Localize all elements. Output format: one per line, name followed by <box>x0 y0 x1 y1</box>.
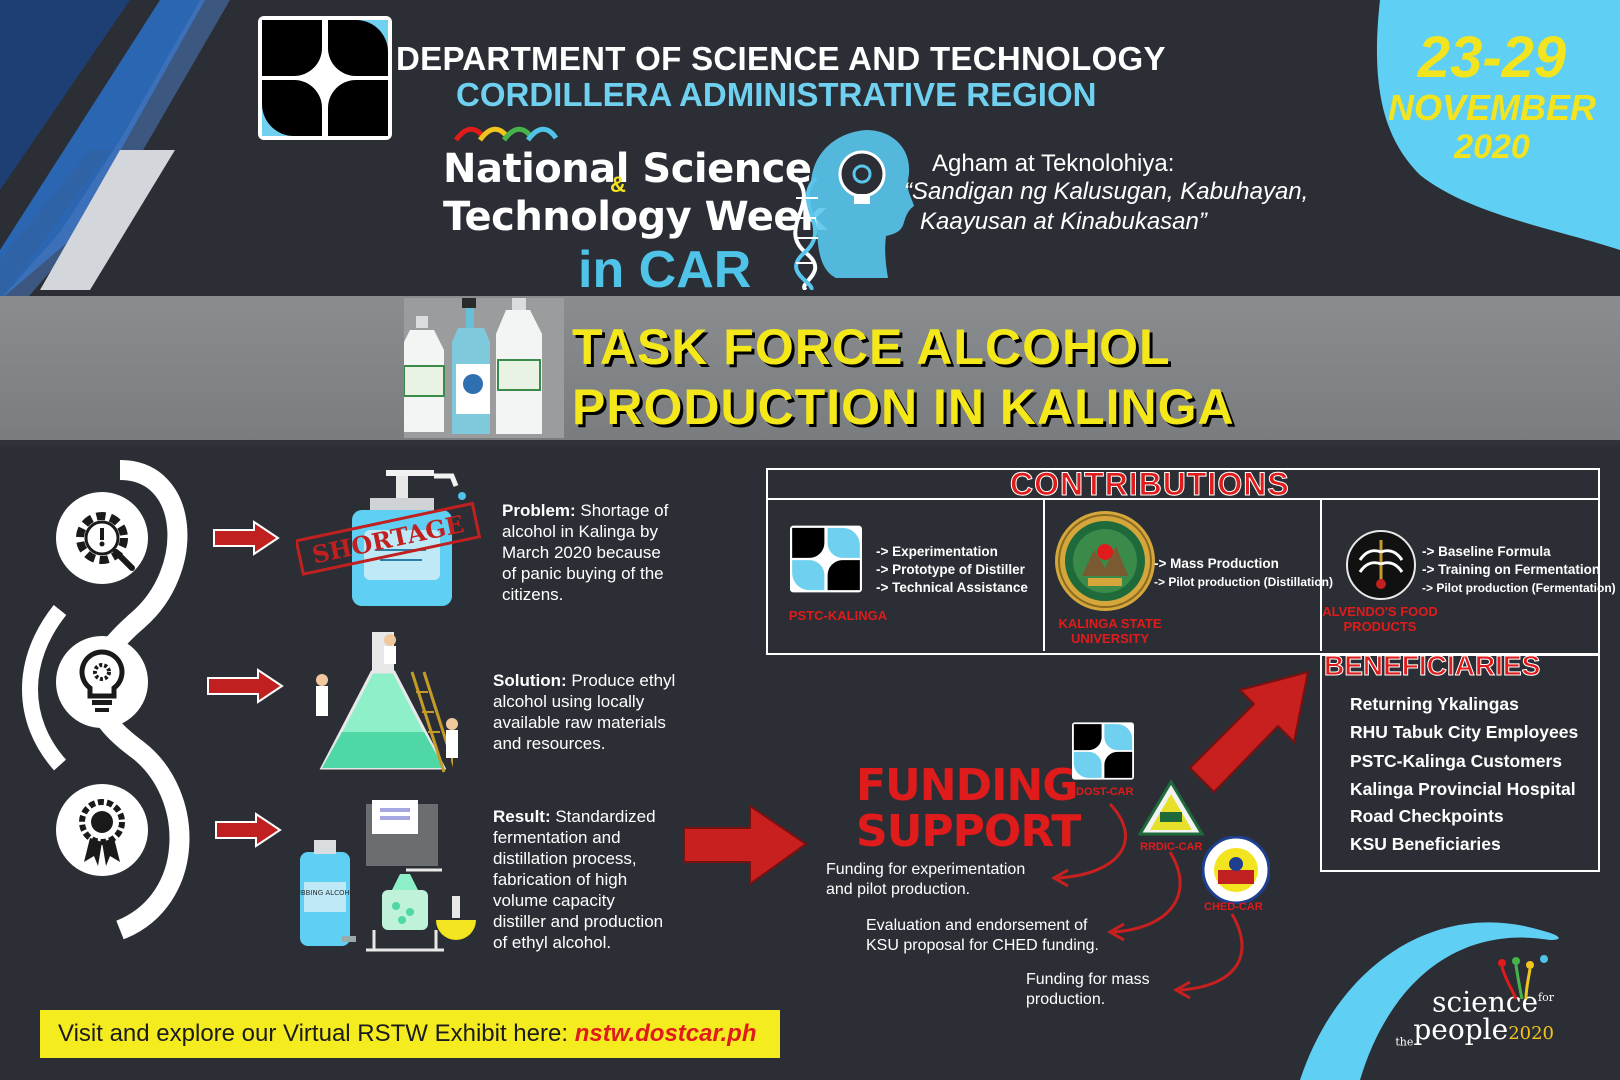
banner-title-2: PRODUCTION IN KALINGA <box>572 379 1235 435</box>
contributions-divider <box>766 498 1600 500</box>
beneficiaries-title: BENEFICIARIES <box>1323 650 1541 682</box>
big-arrow-up-right-icon <box>1188 670 1310 794</box>
brand-the: the <box>1395 1035 1414 1049</box>
distillation-equipment-image: RUBBING ALCOHOL <box>296 800 476 952</box>
problem-description: Problem: Shortage of alcohol in Kalinga … <box>502 500 670 605</box>
funding-note-ched: Funding for mass production. <box>1026 971 1150 1008</box>
result-label: Result: <box>493 807 551 826</box>
contributions-divider <box>1320 500 1322 651</box>
visit-banner <box>40 1010 780 1058</box>
date-days: 23-29 <box>1417 25 1567 90</box>
brand-people: people <box>1413 1013 1509 1047</box>
beneficiary-item: Returning Ykalingas <box>1350 694 1519 714</box>
ksu-seal-logo <box>1055 511 1155 611</box>
rubbing-alcohol-label: RUBBING ALCOHOL <box>296 889 359 897</box>
funding-title-1: FUNDING <box>856 760 1078 811</box>
visit-url-link[interactable]: nstw.dostcar.ph <box>574 1020 757 1047</box>
award-ribbon-icon <box>56 784 148 876</box>
result-text: Standardized fermentation and distillati… <box>493 807 664 952</box>
theme-label: Agham at Teknolohiya: <box>932 150 1175 177</box>
theme-line-1: “Sandigan ng Kalusugan, Kabuhayan, <box>904 178 1309 205</box>
beneficiaries-box <box>1320 654 1600 872</box>
ched-car-seal <box>1202 836 1270 904</box>
solution-label: Solution: <box>493 671 567 690</box>
arrow-right-icon <box>215 812 282 848</box>
brand-for: for <box>1538 991 1554 1004</box>
alvendos-logo <box>1346 530 1416 600</box>
pstc-kalinga-logo <box>790 525 862 593</box>
solution-description: Solution: Produce ethyl alcohol using lo… <box>493 670 683 754</box>
org-name: DEPARTMENT OF SCIENCE AND TECHNOLOGY <box>396 40 1166 77</box>
beneficiary-item: RHU Tabuk City Employees <box>1350 722 1579 742</box>
org-region: CORDILLERA ADMINISTRATIVE REGION <box>456 76 1097 113</box>
solution-text: Produce ethyl alcohol using locally avai… <box>493 671 676 753</box>
partner-1-item: -> Prototype of Distiller <box>876 562 1025 577</box>
funding-note-dost: Funding for experimentation and pilot pr… <box>826 861 1026 898</box>
partner-1-item: -> Experimentation <box>876 544 998 559</box>
partner-2-item: -> Mass Production <box>1154 556 1279 571</box>
funder-dost-car: DOST-CAR <box>1076 786 1134 798</box>
rrdic-car-logo <box>1138 780 1204 836</box>
nstw-wave-logo <box>454 126 559 142</box>
contributions-box <box>766 468 1600 655</box>
funding-note-rrdic: Evaluation and endorsement of KSU propos… <box>866 917 1099 954</box>
partner-1-name: PSTC-KALINGA <box>788 608 888 623</box>
nstw-title-2: Technology Week <box>443 194 827 240</box>
partner-1-contributions: -> Experimentation -> Prototype of Disti… <box>876 543 1028 597</box>
dost-car-logo <box>1072 722 1134 780</box>
partner-3-item: -> Baseline Formula <box>1422 544 1551 559</box>
event-date: 23-29 NOVEMBER 2020 <box>1382 25 1602 167</box>
contributions-divider <box>1043 500 1045 651</box>
problem-label: Problem: <box>502 501 576 520</box>
funding-flow-arrows <box>1050 802 1244 1000</box>
partner-3-item: -> Pilot production (Fermentation) <box>1422 581 1616 595</box>
flask-scientists-image <box>316 632 458 776</box>
dost-logo <box>258 16 392 140</box>
shortage-sanitizer-image: SHORTAGE <box>296 470 482 606</box>
partner-2-name: KALINGA STATE UNIVERSITY <box>1058 616 1162 646</box>
contributions-title: CONTRIBUTIONS <box>1010 466 1290 503</box>
date-year: 2020 <box>1454 128 1530 166</box>
big-arrow-right-icon <box>683 804 808 886</box>
gear-wrench-icon <box>56 492 148 584</box>
beneficiary-item: Kalinga Provincial Hospital <box>1350 779 1576 799</box>
nstw-title-1: National Science <box>443 146 812 192</box>
nstw-ampersand: & <box>610 172 626 197</box>
beneficiary-item: KSU Beneficiaries <box>1350 834 1501 854</box>
arrow-right-icon <box>213 520 280 556</box>
partner-3-item: -> Training on Fermentation <box>1422 562 1601 577</box>
head-dna-icon <box>792 130 914 290</box>
partner-3-name: ALVENDO'S FOOD PRODUCTS <box>1322 604 1438 634</box>
result-description: Result: Standardized fermentation and di… <box>493 806 671 953</box>
visit-prompt: Visit and explore our Virtual RSTW Exhib… <box>58 1020 575 1047</box>
partner-2-contributions: -> Mass Production -> Pilot production (… <box>1154 555 1333 591</box>
partner-3-contributions: -> Baseline Formula -> Training on Ferme… <box>1422 543 1616 597</box>
title-band <box>0 296 1620 440</box>
funder-ched-car: CHED-CAR <box>1204 901 1263 913</box>
brand-people-line: thepeople2020 <box>1395 1016 1554 1057</box>
brand-year: 2020 <box>1508 1023 1554 1045</box>
beneficiary-item: PSTC-Kalinga Customers <box>1350 751 1562 771</box>
problem-text: Shortage of alcohol in Kalinga by March … <box>502 501 669 604</box>
lightbulb-icon <box>56 636 148 728</box>
people-figures-icon <box>1498 955 1548 1000</box>
beneficiary-item: Road Checkpoints <box>1350 806 1504 826</box>
partner-1-item: -> Technical Assistance <box>876 580 1028 595</box>
bottle-label-text: RUBBING ALCOHOL <box>296 889 359 897</box>
banner-title-1: TASK FORCE ALCOHOL <box>572 319 1171 375</box>
funding-title-2: SUPPORT <box>856 806 1081 857</box>
funder-rrdic-car: RRDIC-CAR <box>1140 841 1203 853</box>
visit-text: Visit and explore our Virtual RSTW Exhib… <box>58 1020 757 1048</box>
partner-2-item: -> Pilot production (Distillation) <box>1154 575 1333 589</box>
alcohol-bottles-image <box>404 298 564 438</box>
date-month: NOVEMBER <box>1387 87 1597 128</box>
theme-line-2: Kaayusan at Kinabukasan” <box>920 208 1207 235</box>
nstw-title-3: in CAR <box>578 241 752 299</box>
arrow-right-icon <box>207 668 284 704</box>
